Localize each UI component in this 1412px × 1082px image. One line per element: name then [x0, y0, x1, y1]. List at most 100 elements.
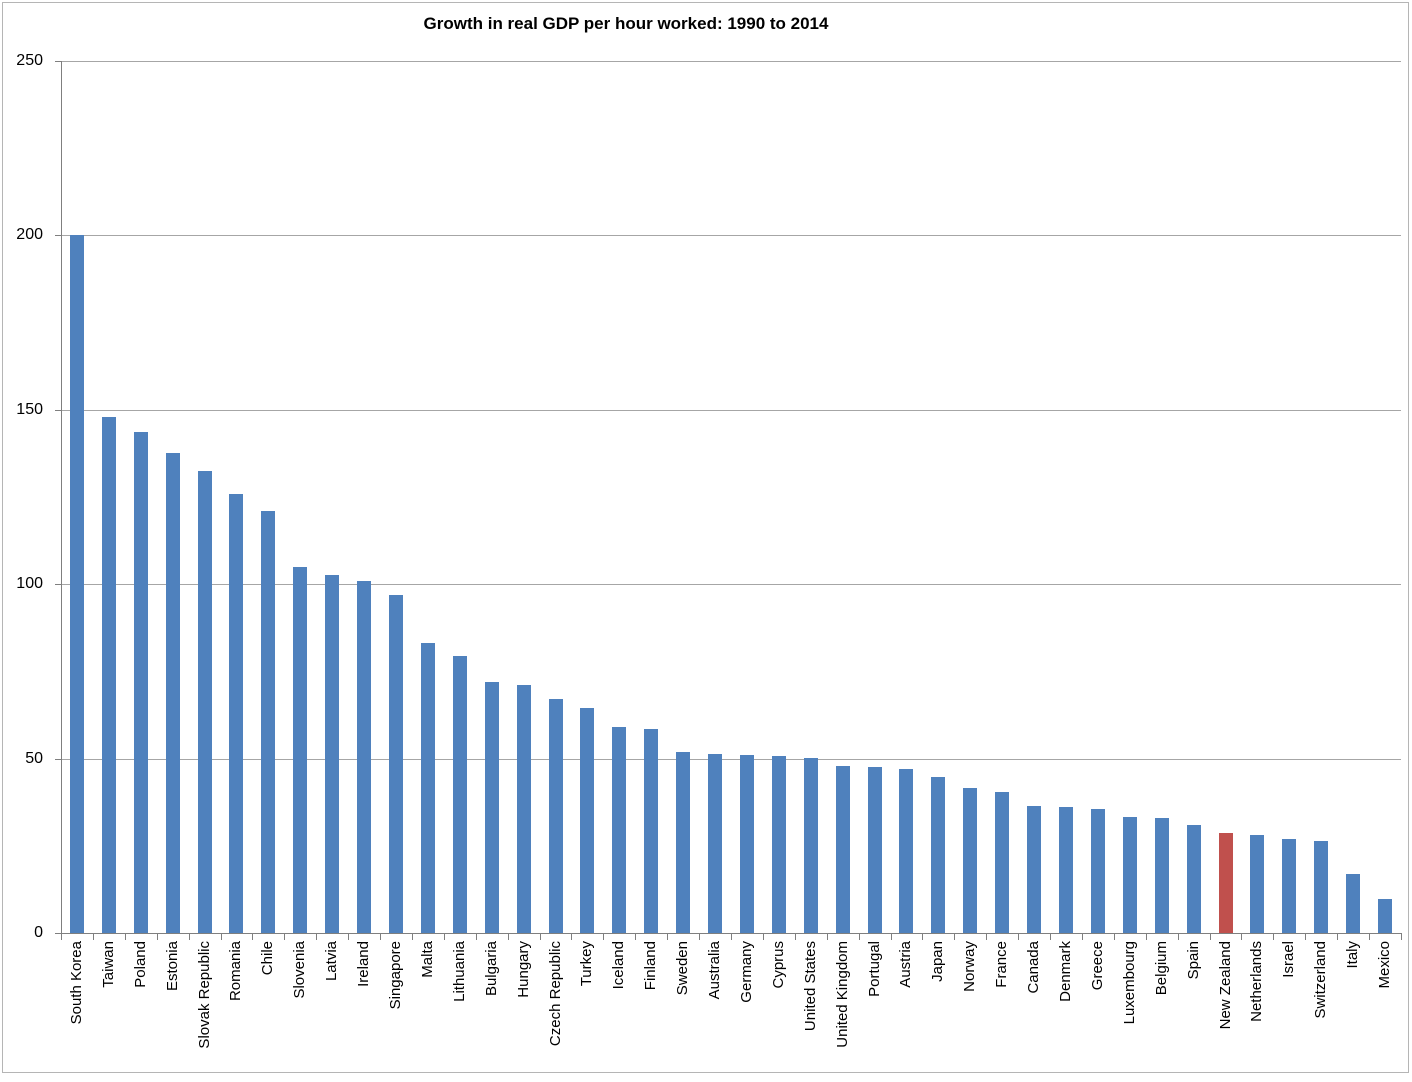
- bar-greece: [1091, 809, 1105, 933]
- x-axis-label-germany: Germany: [738, 941, 755, 1003]
- bar-bulgaria: [485, 682, 499, 933]
- y-tick-200: [55, 235, 61, 236]
- x-axis-label-portugal: Portugal: [866, 941, 883, 997]
- x-tick-4: [189, 934, 190, 940]
- x-axis-label-ireland: Ireland: [355, 941, 372, 987]
- x-tick-41: [1369, 934, 1370, 940]
- x-axis-label-bulgaria: Bulgaria: [483, 941, 500, 997]
- x-axis-label-poland: Poland: [132, 941, 149, 988]
- y-axis-label-250: 250: [16, 52, 43, 69]
- bar-taiwan: [102, 417, 116, 933]
- gridline-100: [61, 584, 1401, 585]
- x-axis-label-france: France: [993, 941, 1010, 988]
- x-tick-40: [1337, 934, 1338, 940]
- y-tick-0: [55, 933, 61, 934]
- x-tick-13: [476, 934, 477, 940]
- x-tick-17: [603, 934, 604, 940]
- x-axis-label-chile: Chile: [259, 941, 276, 976]
- x-axis-label-luxembourg: Luxembourg: [1121, 941, 1138, 1025]
- x-tick-20: [699, 934, 700, 940]
- bar-ireland: [357, 581, 371, 933]
- x-axis-label-hungary: Hungary: [515, 941, 532, 998]
- bar-latvia: [325, 575, 339, 933]
- bar-australia: [708, 754, 722, 933]
- x-tick-25: [859, 934, 860, 940]
- x-tick-39: [1305, 934, 1306, 940]
- y-axis-line: [61, 61, 62, 934]
- x-axis-label-united-kingdom: United Kingdom: [834, 941, 851, 1048]
- x-tick-2: [125, 934, 126, 940]
- x-tick-22: [763, 934, 764, 940]
- gridline-150: [61, 410, 1401, 411]
- x-tick-31: [1050, 934, 1051, 940]
- x-axis-label-turkey: Turkey: [578, 941, 595, 987]
- x-tick-14: [508, 934, 509, 940]
- bar-turkey: [580, 708, 594, 933]
- y-tick-150: [55, 410, 61, 411]
- bar-israel: [1282, 839, 1296, 933]
- x-axis-label-singapore: Singapore: [387, 941, 404, 1010]
- x-tick-28: [954, 934, 955, 940]
- x-axis-label-netherlands: Netherlands: [1248, 941, 1265, 1022]
- bar-italy: [1346, 874, 1360, 933]
- x-axis-label-denmark: Denmark: [1057, 941, 1074, 1002]
- y-tick-250: [55, 61, 61, 62]
- x-tick-42: [1401, 934, 1402, 940]
- x-axis-label-mexico: Mexico: [1376, 941, 1393, 989]
- x-axis-label-iceland: Iceland: [610, 941, 627, 990]
- x-tick-36: [1210, 934, 1211, 940]
- x-axis-label-japan: Japan: [929, 941, 946, 982]
- y-axis-label-0: 0: [34, 924, 43, 941]
- x-axis-label-greece: Greece: [1089, 941, 1106, 991]
- x-axis-label-israel: Israel: [1280, 941, 1297, 978]
- x-axis-label-canada: Canada: [1025, 941, 1042, 994]
- x-axis-label-slovenia: Slovenia: [291, 941, 308, 999]
- y-axis-label-50: 50: [25, 750, 43, 767]
- bar-sweden: [676, 752, 690, 933]
- x-tick-6: [252, 934, 253, 940]
- gridline-50: [61, 759, 1401, 760]
- bar-iceland: [612, 727, 626, 933]
- bar-luxembourg: [1123, 817, 1137, 933]
- x-tick-15: [540, 934, 541, 940]
- x-tick-26: [891, 934, 892, 940]
- x-axis-label-austria: Austria: [897, 941, 914, 988]
- x-axis-label-latvia: Latvia: [323, 941, 340, 982]
- x-tick-35: [1178, 934, 1179, 940]
- bar-finland: [644, 729, 658, 933]
- bar-canada: [1027, 806, 1041, 933]
- chart-title: Growth in real GDP per hour worked: 1990…: [423, 14, 829, 33]
- x-axis-label-australia: Australia: [706, 941, 723, 1000]
- bar-romania: [229, 494, 243, 933]
- bar-hungary: [517, 685, 531, 933]
- x-axis-label-slovak-republic: Slovak Republic: [196, 941, 213, 1049]
- bar-belgium: [1155, 818, 1169, 933]
- x-axis-label-south-korea: South Korea: [68, 941, 85, 1025]
- bar-japan: [931, 777, 945, 933]
- x-axis-label-taiwan: Taiwan: [100, 941, 117, 988]
- x-tick-16: [571, 934, 572, 940]
- bar-denmark: [1059, 807, 1073, 933]
- x-tick-30: [1018, 934, 1019, 940]
- bar-slovak-republic: [198, 471, 212, 933]
- x-axis-label-romania: Romania: [227, 941, 244, 1002]
- x-tick-24: [827, 934, 828, 940]
- x-axis-label-switzerland: Switzerland: [1312, 941, 1329, 1019]
- bar-estonia: [166, 453, 180, 933]
- bar-new-zealand: [1219, 833, 1233, 933]
- x-tick-9: [348, 934, 349, 940]
- x-tick-34: [1146, 934, 1147, 940]
- x-tick-37: [1241, 934, 1242, 940]
- bar-slovenia: [293, 567, 307, 933]
- y-axis-label-200: 200: [16, 226, 43, 243]
- y-axis-label-100: 100: [16, 575, 43, 592]
- bar-austria: [899, 769, 913, 933]
- x-tick-8: [316, 934, 317, 940]
- x-axis-label-spain: Spain: [1185, 941, 1202, 980]
- x-tick-29: [986, 934, 987, 940]
- bar-france: [995, 792, 1009, 933]
- bar-netherlands: [1250, 835, 1264, 933]
- plot-area: 0 50 100 150 200 250 South Korea Taiwan Poland Es…: [3, 3, 1408, 1072]
- x-axis-label-sweden: Sweden: [674, 941, 691, 996]
